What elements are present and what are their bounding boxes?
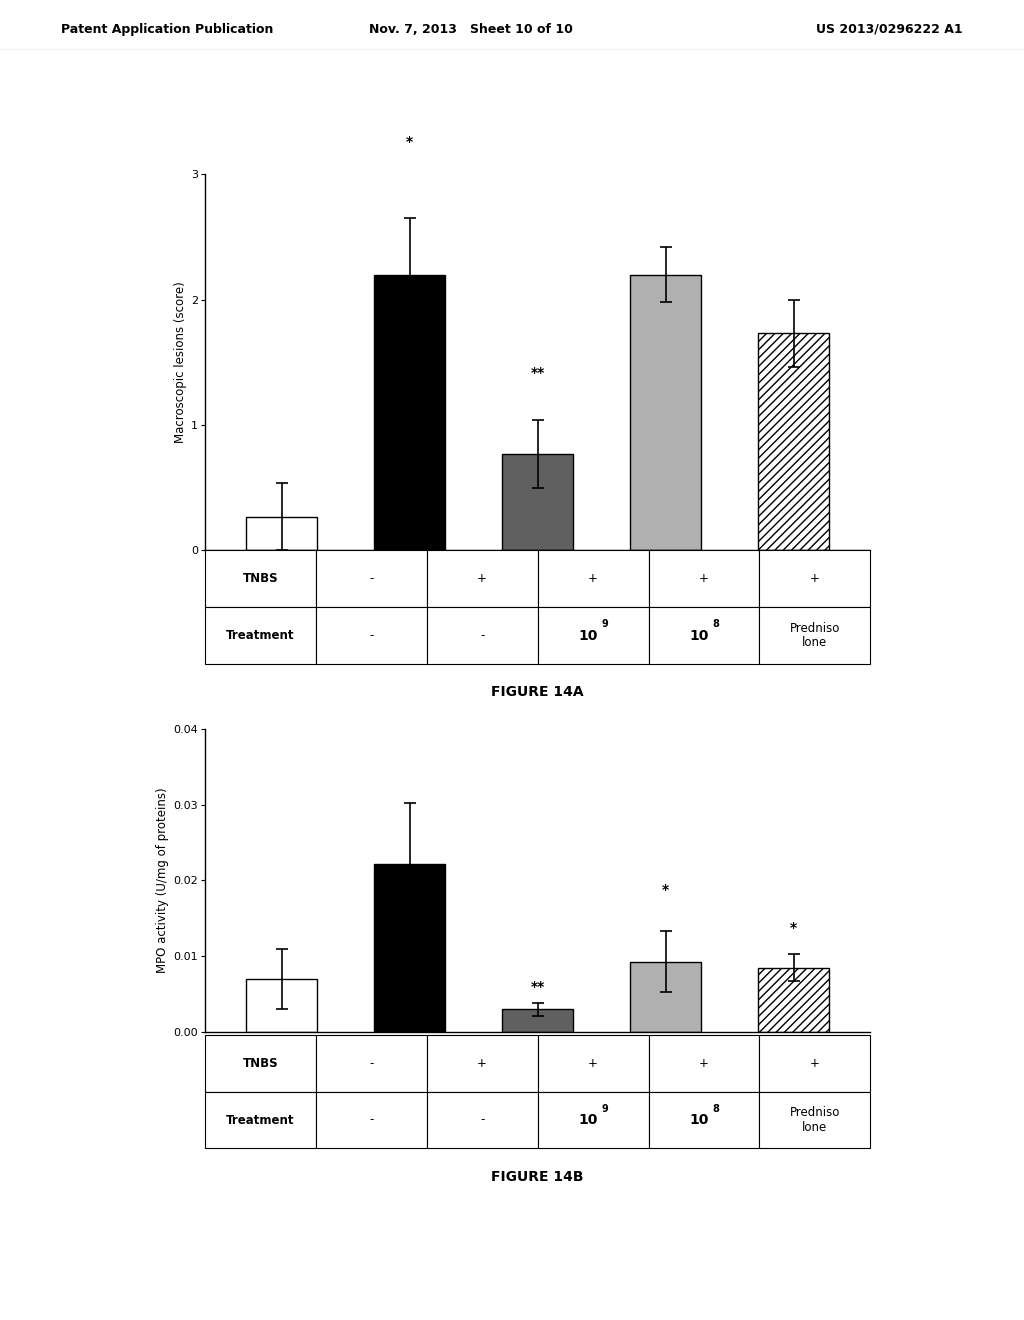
Text: 10: 10 [689, 628, 709, 643]
Bar [538, 1092, 648, 1148]
Text: *: * [791, 921, 797, 935]
Text: +: + [477, 1057, 487, 1069]
Bar [247, 979, 316, 1032]
Bar [631, 962, 700, 1032]
Text: +: + [699, 1057, 709, 1069]
Text: -: - [480, 1114, 484, 1126]
Text: Predniso
lone: Predniso lone [790, 1106, 840, 1134]
Bar [205, 607, 315, 664]
Text: Treatment: Treatment [226, 630, 295, 642]
Bar [315, 1035, 427, 1092]
Text: 9: 9 [602, 619, 608, 630]
Bar [205, 1035, 315, 1092]
Text: *: * [407, 135, 413, 149]
Text: Patent Application Publication: Patent Application Publication [61, 22, 273, 36]
Bar [375, 863, 444, 1032]
Text: 8: 8 [713, 1104, 720, 1114]
Text: +: + [588, 573, 598, 585]
Text: TNBS: TNBS [243, 573, 279, 585]
Text: -: - [369, 1057, 374, 1069]
Text: Treatment: Treatment [226, 1114, 295, 1126]
Y-axis label: Macroscopic lesions (score): Macroscopic lesions (score) [173, 281, 186, 444]
Bar [648, 550, 760, 607]
Bar [760, 550, 870, 607]
Text: US 2013/0296222 A1: US 2013/0296222 A1 [816, 22, 963, 36]
Text: *: * [663, 883, 669, 898]
Text: FIGURE 14B: FIGURE 14B [492, 1171, 584, 1184]
Bar [427, 607, 538, 664]
Bar [759, 968, 828, 1032]
Bar [375, 275, 444, 550]
Text: FIGURE 14A: FIGURE 14A [492, 685, 584, 698]
Text: +: + [810, 573, 820, 585]
Text: -: - [369, 1114, 374, 1126]
Text: +: + [699, 573, 709, 585]
Bar [759, 334, 828, 550]
Bar [538, 1035, 648, 1092]
Bar [648, 1092, 760, 1148]
Bar [631, 275, 700, 550]
Bar [503, 454, 572, 550]
Text: +: + [588, 1057, 598, 1069]
Text: +: + [810, 1057, 820, 1069]
Bar [315, 550, 427, 607]
Bar [315, 1092, 427, 1148]
Bar [427, 1092, 538, 1148]
Text: 10: 10 [579, 628, 597, 643]
Bar [648, 607, 760, 664]
Text: -: - [369, 630, 374, 642]
Bar [247, 516, 316, 550]
Bar [760, 1035, 870, 1092]
Bar [760, 607, 870, 664]
Bar [538, 550, 648, 607]
Bar [503, 1010, 572, 1032]
Bar [315, 607, 427, 664]
Text: Nov. 7, 2013   Sheet 10 of 10: Nov. 7, 2013 Sheet 10 of 10 [369, 22, 573, 36]
Text: +: + [477, 573, 487, 585]
Text: Predniso
lone: Predniso lone [790, 622, 840, 649]
Bar [760, 1092, 870, 1148]
Text: **: ** [530, 981, 545, 994]
Text: 10: 10 [689, 1113, 709, 1127]
Bar [648, 1035, 760, 1092]
Text: 10: 10 [579, 1113, 597, 1127]
Text: TNBS: TNBS [243, 1057, 279, 1069]
Text: -: - [480, 630, 484, 642]
Bar [427, 550, 538, 607]
Text: 8: 8 [713, 619, 720, 630]
Bar [205, 1092, 315, 1148]
Bar [427, 1035, 538, 1092]
Bar [538, 607, 648, 664]
Bar [205, 550, 315, 607]
Text: **: ** [530, 366, 545, 380]
Text: -: - [369, 573, 374, 585]
Text: 9: 9 [602, 1104, 608, 1114]
Y-axis label: MPO activity (U/mg of proteins): MPO activity (U/mg of proteins) [156, 788, 169, 973]
